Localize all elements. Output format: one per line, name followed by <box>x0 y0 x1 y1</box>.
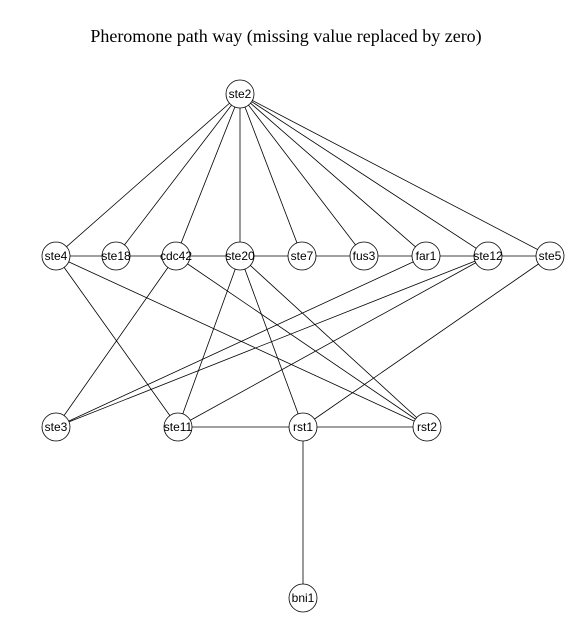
edge-ste5-rst1 <box>302 255 551 428</box>
edge-ste12-ste3 <box>55 255 489 428</box>
edge-ste2-ste4 <box>55 93 241 257</box>
node-rst1: rst1 <box>288 412 318 442</box>
node-ste2: ste2 <box>225 79 255 109</box>
node-fus3: fus3 <box>349 241 379 271</box>
edge-ste2-ste12 <box>239 93 489 257</box>
edge-cdc42-ste3 <box>55 255 177 428</box>
node-circle-ste4 <box>41 241 71 271</box>
node-circle-rst1 <box>288 412 318 442</box>
node-ste11: ste11 <box>163 412 193 442</box>
edge-far1-ste3 <box>55 255 427 428</box>
node-circle-fus3 <box>349 241 379 271</box>
node-ste4: ste4 <box>41 241 71 271</box>
node-circle-ste18 <box>101 241 131 271</box>
node-circle-ste11 <box>163 412 193 442</box>
node-circle-rst2 <box>412 412 442 442</box>
node-rst2: rst2 <box>412 412 442 442</box>
nodes-layer: ste2 ste4 ste18 cdc42 ste20 ste7 fus3 far1 ste12… <box>41 79 565 613</box>
node-ste20: ste20 <box>225 241 255 271</box>
edge-ste2-ste18 <box>115 93 241 257</box>
edge-ste2-far1 <box>239 93 427 257</box>
edge-ste2-ste5 <box>239 93 551 257</box>
node-bni1: bni1 <box>288 583 318 613</box>
node-ste12: ste12 <box>473 241 503 271</box>
node-ste3: ste3 <box>41 412 71 442</box>
node-ste18: ste18 <box>101 241 131 271</box>
node-label-ste5: ste5 <box>539 249 562 263</box>
node-label-ste11: ste11 <box>164 420 193 434</box>
node-circle-cdc42 <box>161 241 191 271</box>
node-label-rst1: rst1 <box>293 420 313 434</box>
node-label-rst2: rst2 <box>417 420 437 434</box>
edge-ste12-ste11 <box>177 255 489 428</box>
node-label-ste2: ste2 <box>229 87 252 101</box>
node-circle-ste3 <box>41 412 71 442</box>
node-circle-ste5 <box>535 241 565 271</box>
node-circle-ste7 <box>287 241 317 271</box>
node-label-fus3: fus3 <box>353 249 376 263</box>
edge-ste20-ste11 <box>177 255 241 428</box>
node-label-ste12: ste12 <box>473 249 503 263</box>
node-label-cdc42: cdc42 <box>160 249 192 263</box>
node-circle-ste12 <box>473 241 503 271</box>
node-circle-ste20 <box>225 241 255 271</box>
node-circle-ste2 <box>225 79 255 109</box>
node-label-ste20: ste20 <box>225 249 255 263</box>
edge-ste4-ste11 <box>55 255 179 428</box>
node-circle-far1 <box>411 241 441 271</box>
node-ste7: ste7 <box>287 241 317 271</box>
edge-ste2-cdc42 <box>175 93 241 257</box>
node-cdc42: cdc42 <box>160 241 192 271</box>
node-ste5: ste5 <box>535 241 565 271</box>
diagram-title: Pheromone path way (missing value replac… <box>90 26 481 47</box>
node-label-bni1: bni1 <box>292 591 315 605</box>
edges-layer <box>55 93 551 598</box>
node-circle-bni1 <box>288 583 318 613</box>
edge-ste2-fus3 <box>239 93 365 257</box>
node-label-ste3: ste3 <box>45 420 68 434</box>
edge-cdc42-rst2 <box>175 255 428 428</box>
node-label-ste4: ste4 <box>45 249 68 263</box>
edge-ste2-ste7 <box>239 93 303 257</box>
node-label-ste18: ste18 <box>101 249 131 263</box>
node-label-ste7: ste7 <box>291 249 314 263</box>
node-label-far1: far1 <box>416 249 437 263</box>
node-far1: far1 <box>411 241 441 271</box>
